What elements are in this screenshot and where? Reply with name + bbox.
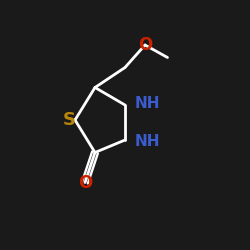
Text: S: S bbox=[63, 111, 76, 129]
Text: O: O bbox=[78, 174, 92, 192]
Text: NH: NH bbox=[134, 96, 160, 111]
Text: O: O bbox=[138, 36, 152, 54]
Text: NH: NH bbox=[134, 134, 160, 149]
